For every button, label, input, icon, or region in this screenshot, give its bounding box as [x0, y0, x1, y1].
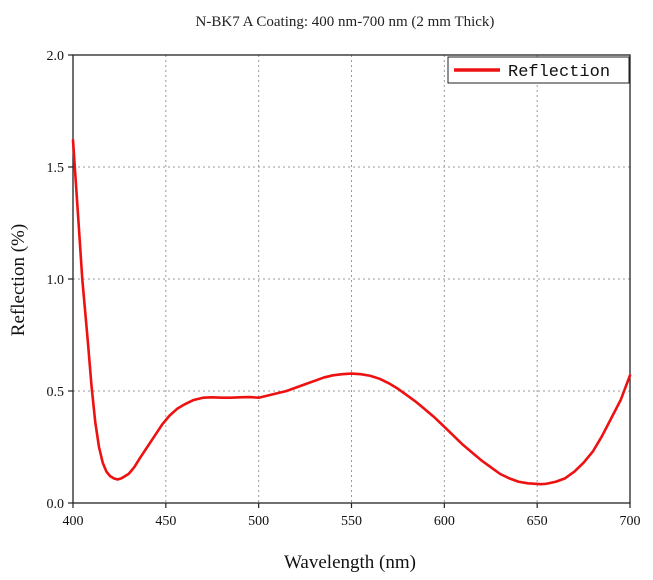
axis-ticks	[68, 54, 631, 508]
x-tick-label-500: 500	[248, 514, 269, 529]
x-tick-label-700: 700	[620, 514, 641, 529]
x-tick-label-600: 600	[434, 514, 455, 529]
y-tick-label-1: 0.5	[47, 385, 65, 400]
x-tick-label-550: 550	[341, 514, 362, 529]
x-tick-label-450: 450	[155, 514, 176, 529]
x-tick-label-650: 650	[527, 514, 548, 529]
chart-title: N-BK7 A Coating: 400 nm-700 nm (2 mm Thi…	[196, 14, 495, 30]
legend: Reflection	[447, 56, 630, 84]
y-axis-label: Reflection (%)	[8, 224, 29, 336]
series-line-reflection	[71, 138, 632, 486]
series-layer	[71, 138, 632, 486]
y-tick-label-4: 2.0	[47, 49, 65, 64]
x-axis-label: Wavelength (nm)	[284, 552, 416, 573]
y-tick-label-3: 1.5	[47, 161, 65, 176]
gridlines	[73, 55, 630, 503]
legend-label-reflection: Reflection	[508, 63, 610, 82]
tick-labels: 400 450 500 550 600 650 700 0.0 0.5 1.0 1.5 2.0	[47, 49, 641, 529]
y-tick-label-0: 0.0	[47, 497, 65, 512]
x-tick-label-400: 400	[63, 514, 84, 529]
y-tick-label-2: 1.0	[47, 273, 65, 288]
